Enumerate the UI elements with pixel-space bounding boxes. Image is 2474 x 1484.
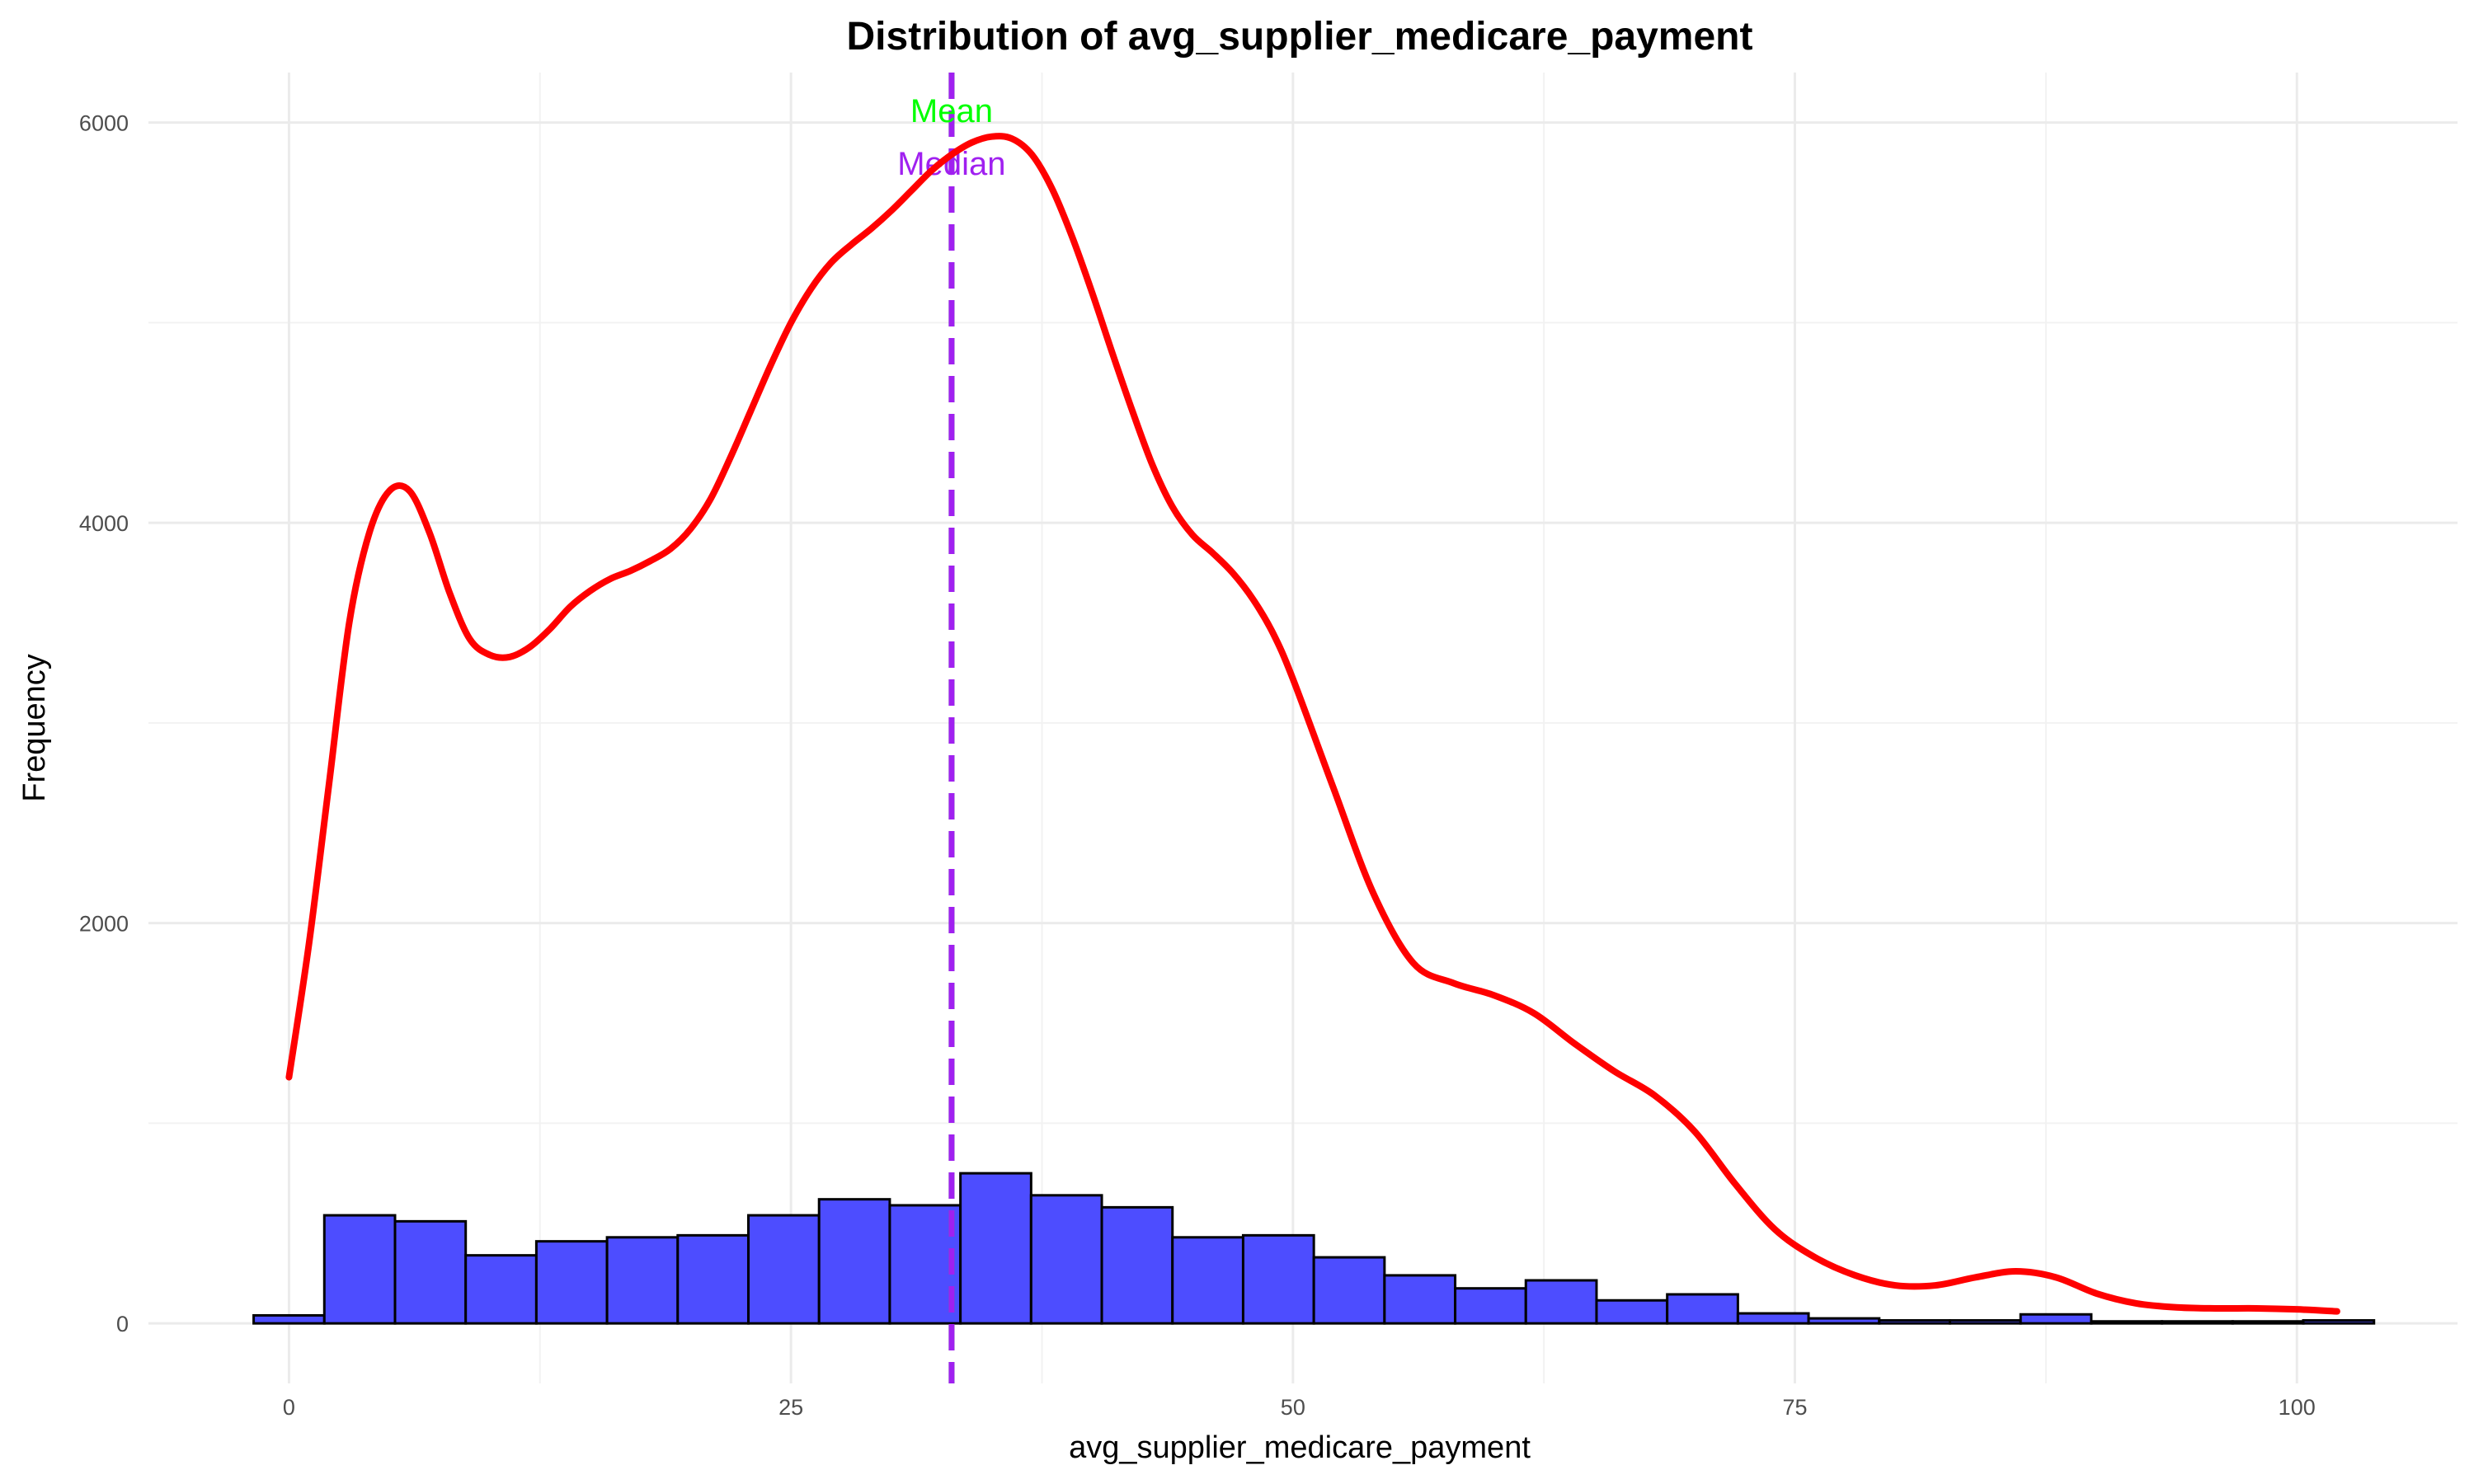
histogram-bar — [2019, 1313, 2093, 1325]
histogram-bar — [2090, 1320, 2164, 1325]
histogram-bar — [888, 1204, 962, 1325]
y-tick-label: 2000 — [79, 912, 129, 937]
histogram-bar — [1383, 1274, 1457, 1325]
chart-title: Distribution of avg_supplier_medicare_pa… — [847, 15, 1753, 59]
histogram-bar — [2302, 1319, 2376, 1325]
mean-label: Mean — [910, 93, 993, 129]
histogram-bar — [1171, 1236, 1244, 1325]
histogram-bar — [2231, 1320, 2305, 1325]
histogram-bar — [322, 1214, 397, 1325]
histogram-bar — [747, 1214, 821, 1325]
histogram-bar — [1666, 1293, 1739, 1325]
histogram-bar — [1029, 1194, 1103, 1325]
histogram-bar — [1878, 1319, 1951, 1325]
histogram-bar — [676, 1233, 750, 1325]
y-tick-label: 0 — [116, 1312, 129, 1336]
histogram-bar — [393, 1219, 468, 1325]
x-tick-label: 25 — [778, 1395, 803, 1420]
x-tick-label: 75 — [1782, 1395, 1807, 1420]
histogram-bar — [1595, 1298, 1669, 1325]
y-tick-label: 4000 — [79, 511, 129, 536]
density-curve-layer — [285, 133, 2340, 1315]
histogram-bar — [1454, 1287, 1527, 1325]
histogram-bar — [1100, 1205, 1174, 1325]
x-tick-label: 100 — [2279, 1395, 2316, 1420]
x-tick-label: 50 — [1281, 1395, 1305, 1420]
axis-labels: 0 25 50 75 100 0 2000 4000 6000 — [79, 111, 2316, 1420]
grid-layer — [148, 73, 2458, 1383]
histogram-bar — [1524, 1279, 1598, 1325]
histogram-bar — [252, 1313, 326, 1325]
histogram-bar — [2161, 1320, 2234, 1325]
histogram-bar — [1241, 1233, 1315, 1325]
histogram-bar — [1807, 1317, 1881, 1325]
histogram-bars — [252, 1172, 2376, 1325]
histogram-bar — [1312, 1256, 1386, 1325]
histogram-bar — [605, 1236, 680, 1325]
histogram-bar — [959, 1172, 1032, 1325]
x-tick-label: 0 — [283, 1395, 295, 1420]
histogram-bar — [464, 1254, 538, 1325]
histogram-bar — [534, 1240, 609, 1325]
y-tick-label: 6000 — [79, 111, 129, 136]
histogram-bar — [817, 1198, 891, 1325]
density-curve — [285, 133, 2340, 1315]
x-axis-title: avg_supplier_medicare_payment — [1069, 1430, 1531, 1465]
histogram-bar — [1948, 1319, 2022, 1325]
y-axis-title: Frequency — [17, 654, 52, 802]
histogram-bar — [1736, 1312, 1810, 1325]
